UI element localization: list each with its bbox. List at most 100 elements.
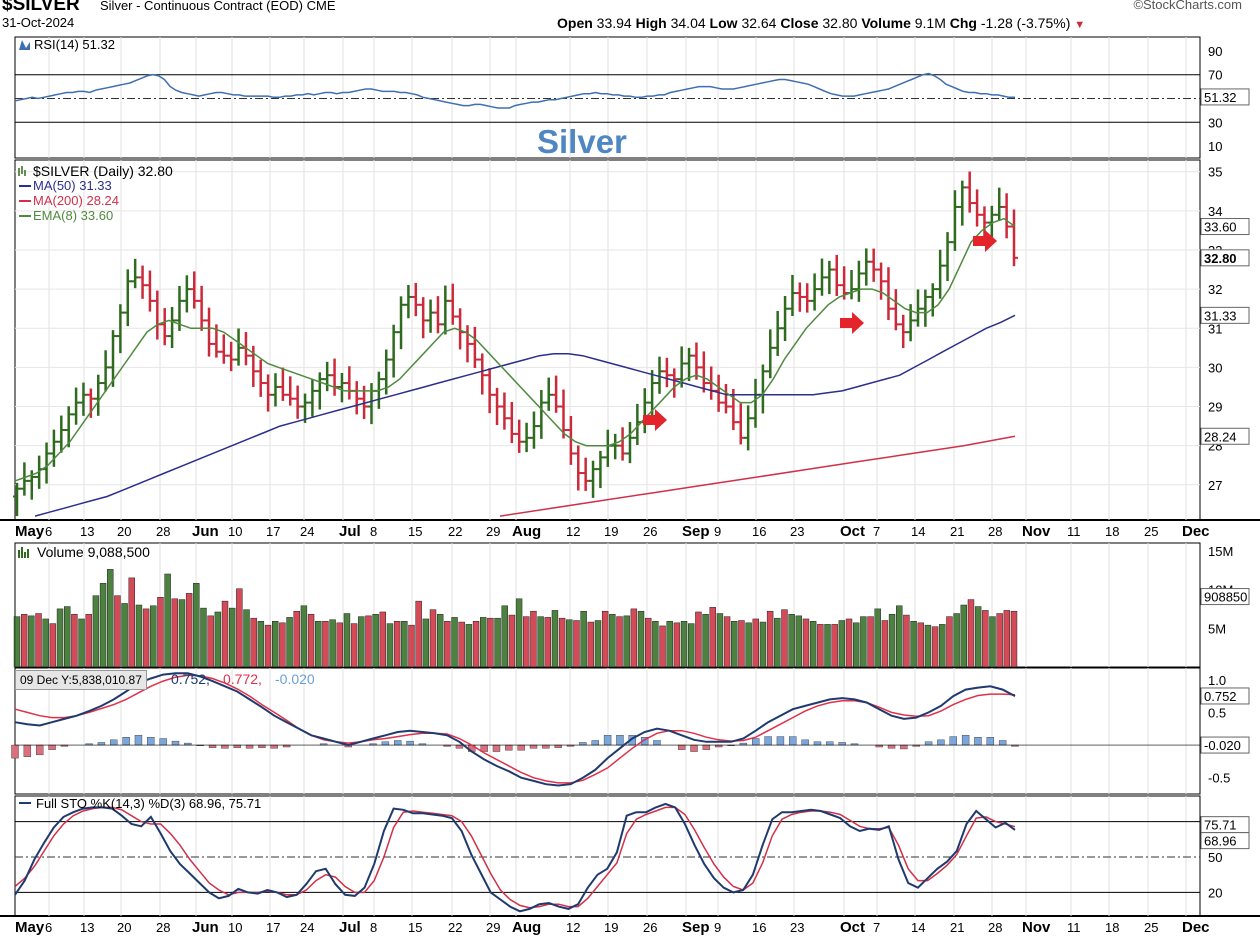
price-tick-8: 27 (1208, 478, 1222, 493)
volume-bar (85, 614, 92, 668)
date-tick-1-30: 25 (1144, 920, 1158, 935)
macd-histogram-bar (616, 735, 624, 746)
macd-tick-2: -0.5 (1208, 771, 1230, 786)
price-bar (286, 376, 295, 406)
macd-histogram-bar (134, 735, 143, 746)
price-bar (574, 445, 583, 491)
macd-histogram-bar (492, 744, 501, 752)
macd-histogram-bar (826, 741, 834, 746)
price-bar (640, 388, 649, 434)
date-tick-1-14: Aug (512, 919, 541, 936)
macd-histogram-bar (579, 742, 587, 746)
macd-histogram-bar (381, 741, 390, 746)
price-bar (803, 283, 812, 313)
price-bar (884, 267, 893, 321)
sto-d-line (14, 806, 1016, 909)
volume-bar (35, 613, 42, 668)
volume-bar (329, 619, 336, 668)
macd-histogram-bar (517, 744, 525, 751)
volume-bar (924, 624, 932, 668)
volume-bar (451, 617, 458, 668)
macd-histogram-bar (455, 744, 464, 749)
price-bar (891, 289, 900, 331)
macd-line (14, 672, 1016, 787)
date-tick-0-17: 26 (643, 524, 657, 539)
low-label: Low (709, 15, 738, 31)
price-bar (463, 325, 472, 363)
volume-bar (508, 614, 516, 668)
price-bar (721, 384, 730, 414)
volume-bar (272, 621, 279, 668)
macd-histogram-bar (690, 744, 698, 752)
price-bar (751, 378, 760, 428)
price-tick-5: 30 (1208, 360, 1222, 375)
volume-bar (616, 616, 623, 668)
macd-histogram-bar (35, 744, 44, 756)
date-tick-1-15: 12 (566, 920, 580, 935)
volume-bar (824, 624, 831, 668)
rsi-line (14, 72, 1015, 109)
volume-last-label-box (1200, 588, 1250, 606)
volume-bar (300, 605, 308, 668)
volume-bar (558, 617, 566, 668)
date-tick-0-0: May (15, 523, 45, 540)
price-bar (655, 356, 664, 394)
price-tick-4: 31 (1208, 321, 1222, 336)
macd-histogram-bar (406, 740, 414, 746)
date-tick-0-12: 22 (448, 524, 462, 539)
macd-tick-0: 1.0 (1208, 673, 1226, 688)
macd-histogram-bar (23, 744, 32, 757)
price-bar (433, 296, 442, 334)
macd-histogram-bar (961, 735, 970, 746)
price-label-0: 33.60 (1204, 220, 1237, 235)
macd-tick-1: 0.5 (1208, 705, 1226, 720)
volume-bar (738, 620, 745, 668)
price-bar (94, 374, 103, 416)
right-arrow-icon (643, 409, 667, 431)
date-tick-1-1: 6 (45, 920, 52, 935)
price-bar (20, 462, 29, 496)
macd-histogram-bar (11, 744, 19, 759)
price-bar (419, 297, 428, 339)
brand-logo[interactable]: ©StockCharts.com (1133, 0, 1242, 12)
volume-bar (637, 610, 645, 668)
volume-bar (236, 588, 243, 668)
price-bar (854, 260, 863, 302)
rsi-tick-1: 70 (1208, 68, 1222, 83)
volume-bar (537, 616, 544, 668)
volume-bar (609, 614, 616, 668)
volume-bar (472, 621, 480, 668)
volume-bar (157, 597, 164, 668)
date-tick-1-17: 26 (643, 920, 657, 935)
price-bar (389, 324, 398, 378)
date-tick-1-29: 18 (1105, 920, 1119, 935)
macd-histogram-bar (838, 742, 846, 746)
volume-last-label: 908850 (1204, 590, 1247, 605)
macd-label-0: 0.752 (1204, 689, 1237, 704)
date-tick-0-10: 8 (370, 524, 377, 539)
volume-bar (759, 621, 767, 668)
price-bar (559, 389, 568, 439)
volume-bar (315, 621, 322, 668)
macd-value-1: 0.772, (223, 671, 262, 687)
volume-tick-2: 5M (1208, 621, 1226, 636)
description-text: Silver - Continuous Contract (EOD) (100, 0, 304, 13)
date-tick-1-26: 28 (988, 920, 1002, 935)
macd-histogram-bar (122, 737, 130, 746)
volume-bar (544, 617, 551, 668)
date-tick-1-21: 23 (790, 920, 804, 935)
price-bar (330, 358, 339, 396)
date-tick-0-8: 24 (300, 524, 314, 539)
rsi-tick-4: 10 (1208, 139, 1222, 154)
price-bar (190, 271, 199, 309)
price-bar (773, 310, 782, 356)
price-bar (862, 248, 871, 286)
price-bar (160, 308, 169, 346)
date-tick-0-1: 6 (45, 524, 52, 539)
macd-histogram-bar (937, 739, 945, 746)
rsi-last-label: 51.32 (1204, 90, 1237, 105)
open-value: 33.94 (596, 15, 632, 31)
price-bar (840, 266, 849, 300)
volume-bar (917, 622, 924, 668)
volume-bar (286, 617, 293, 668)
